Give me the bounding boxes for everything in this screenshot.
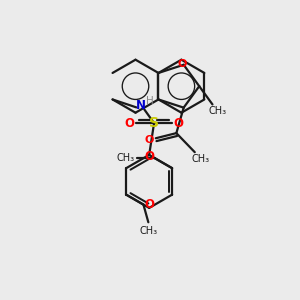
Text: O: O bbox=[144, 198, 154, 211]
Text: CH₃: CH₃ bbox=[208, 106, 226, 116]
Text: O: O bbox=[144, 150, 154, 163]
Text: O: O bbox=[174, 117, 184, 130]
Text: N: N bbox=[136, 99, 146, 112]
Text: CH₃: CH₃ bbox=[116, 153, 134, 163]
Text: O: O bbox=[177, 59, 186, 69]
Text: O: O bbox=[144, 135, 154, 145]
Text: S: S bbox=[149, 116, 159, 130]
Text: H: H bbox=[146, 95, 154, 106]
Text: CH₃: CH₃ bbox=[139, 226, 158, 236]
Text: O: O bbox=[124, 117, 134, 130]
Text: CH₃: CH₃ bbox=[192, 154, 210, 164]
